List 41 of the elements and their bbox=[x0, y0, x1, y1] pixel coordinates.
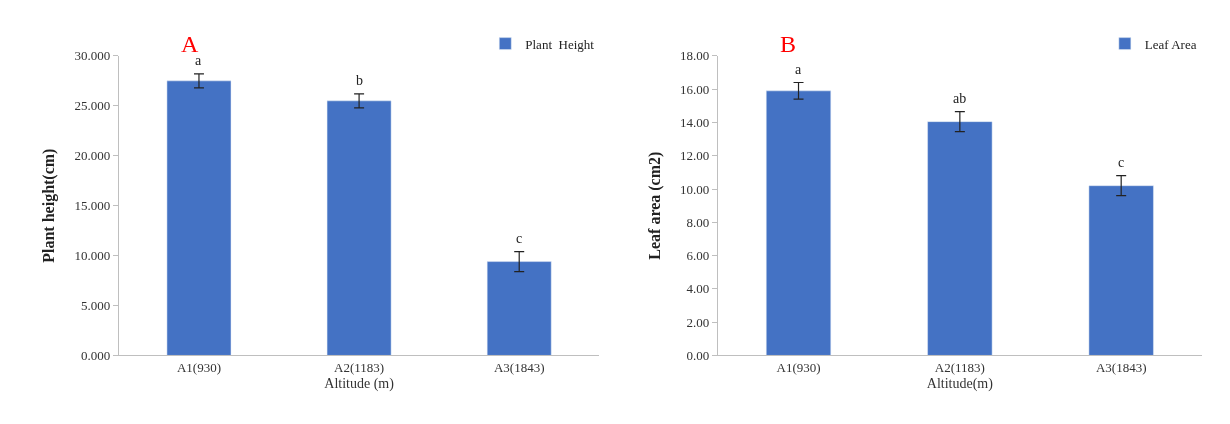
x-tick-label: A3(1843) bbox=[1095, 360, 1147, 376]
y-tick-label: 20.000 bbox=[74, 148, 111, 164]
y-tick-label: 4.00 bbox=[686, 281, 710, 297]
y-tick-label: 0.00 bbox=[686, 347, 710, 363]
y-tick-label: 14.00 bbox=[680, 115, 710, 131]
x-axis-title: Altitude (m) bbox=[324, 376, 395, 393]
legend-label: Leaf Area bbox=[1144, 36, 1197, 52]
y-tick-label: 12.00 bbox=[680, 148, 710, 164]
y-tick-label: 10.000 bbox=[74, 248, 111, 264]
y-tick-label: 25.000 bbox=[74, 98, 111, 114]
annotation: ab bbox=[953, 91, 967, 106]
y-tick-label: 0.000 bbox=[81, 347, 111, 363]
bar bbox=[1088, 185, 1154, 356]
bar bbox=[166, 80, 232, 356]
y-axis-title: Plant height(cm) bbox=[40, 148, 59, 263]
annotation: c bbox=[516, 231, 523, 246]
annotation: B bbox=[780, 31, 797, 57]
y-tick-label: 15.000 bbox=[74, 198, 111, 214]
y-tick-label: 6.00 bbox=[686, 248, 710, 264]
legend-label: Plant Height bbox=[525, 36, 595, 52]
x-tick-label: A1(930) bbox=[776, 360, 821, 376]
bar bbox=[486, 261, 552, 356]
bar bbox=[927, 121, 993, 356]
annotation: a bbox=[795, 62, 802, 77]
y-tick-label: 5.000 bbox=[81, 298, 111, 314]
annotation: b bbox=[356, 73, 363, 88]
y-tick-label: 8.00 bbox=[686, 214, 710, 230]
x-tick-label: A2(1183) bbox=[334, 360, 385, 376]
annotation: c bbox=[1118, 155, 1125, 170]
y-tick-label: 30.000 bbox=[74, 48, 111, 64]
bar bbox=[326, 100, 392, 356]
y-tick-label: 16.00 bbox=[680, 81, 710, 97]
x-tick-label: A3(1843) bbox=[493, 360, 545, 376]
y-axis-title: Leaf area (cm2) bbox=[645, 151, 664, 260]
y-tick-label: 10.00 bbox=[680, 181, 710, 197]
x-axis-title: Altitude(m) bbox=[926, 376, 994, 393]
x-tick-label: A2(1183) bbox=[934, 360, 985, 376]
bar bbox=[766, 90, 832, 356]
x-tick-label: A1(930) bbox=[176, 360, 221, 376]
y-tick-label: 2.00 bbox=[686, 314, 710, 330]
y-tick-label: 18.00 bbox=[680, 48, 710, 64]
